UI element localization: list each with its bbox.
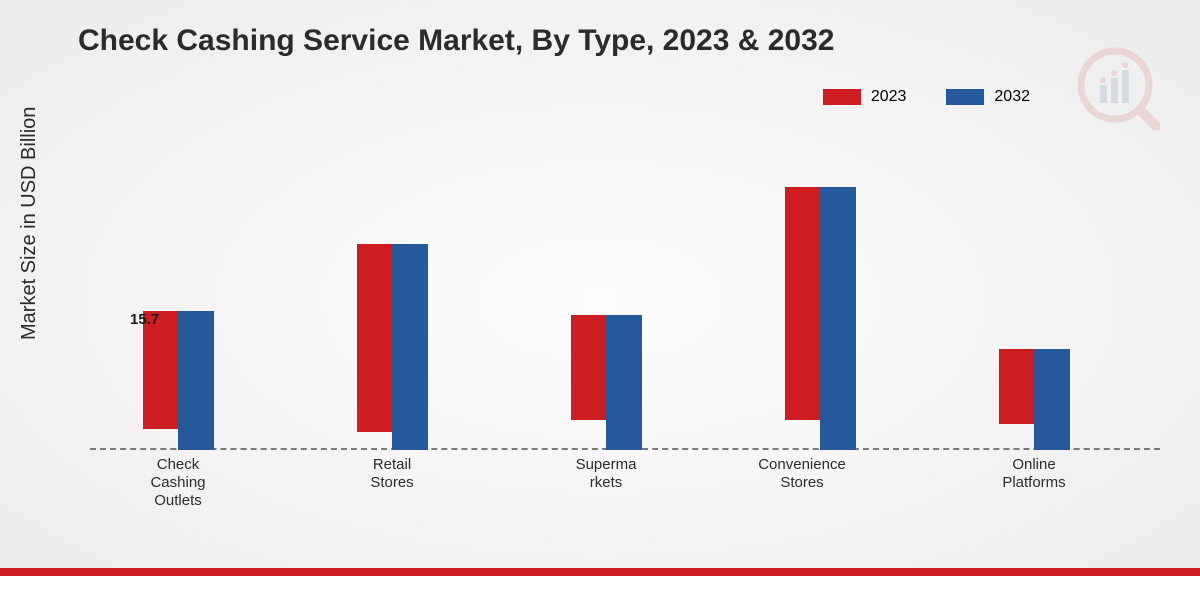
x-label-0: Check Cashing Outlets xyxy=(118,456,238,510)
chart-title: Check Cashing Service Market, By Type, 2… xyxy=(78,24,835,58)
watermark-logo-icon xyxy=(1070,40,1160,135)
bar-group-4 xyxy=(984,349,1084,450)
bar-2023-4 xyxy=(999,349,1035,424)
legend: 2023 2032 xyxy=(823,88,1030,106)
x-label-1: Retail Stores xyxy=(332,456,452,492)
x-label-2: Superma rkets xyxy=(546,456,666,492)
plot-area: 15.7 Check Cashing Outlets Retail Stores… xyxy=(90,150,1160,450)
footer-accent-bar xyxy=(0,568,1200,576)
legend-swatch-2032 xyxy=(946,89,984,105)
legend-item-2023: 2023 xyxy=(823,88,907,106)
legend-item-2032: 2032 xyxy=(946,88,1030,106)
bar-group-2 xyxy=(556,315,656,450)
legend-swatch-2023 xyxy=(823,89,861,105)
value-label-15-7: 15.7 xyxy=(130,311,159,328)
bar-2023-1 xyxy=(357,244,393,432)
legend-label-2032: 2032 xyxy=(994,88,1030,106)
bar-group-0 xyxy=(128,311,228,450)
bar-2032-2 xyxy=(606,315,642,450)
bar-group-3 xyxy=(770,187,870,450)
bar-2032-1 xyxy=(392,244,428,450)
bar-2023-0 xyxy=(143,311,179,429)
y-axis-label: Market Size in USD Billion xyxy=(18,107,41,340)
bar-2032-0 xyxy=(178,311,214,450)
legend-label-2023: 2023 xyxy=(871,88,907,106)
bar-2023-2 xyxy=(571,315,607,420)
x-label-4: Online Platforms xyxy=(974,456,1094,492)
bar-group-1 xyxy=(342,244,442,450)
x-label-3: Convenience Stores xyxy=(742,456,862,492)
bar-2023-3 xyxy=(785,187,821,420)
bar-2032-4 xyxy=(1034,349,1070,450)
bar-2032-3 xyxy=(820,187,856,450)
